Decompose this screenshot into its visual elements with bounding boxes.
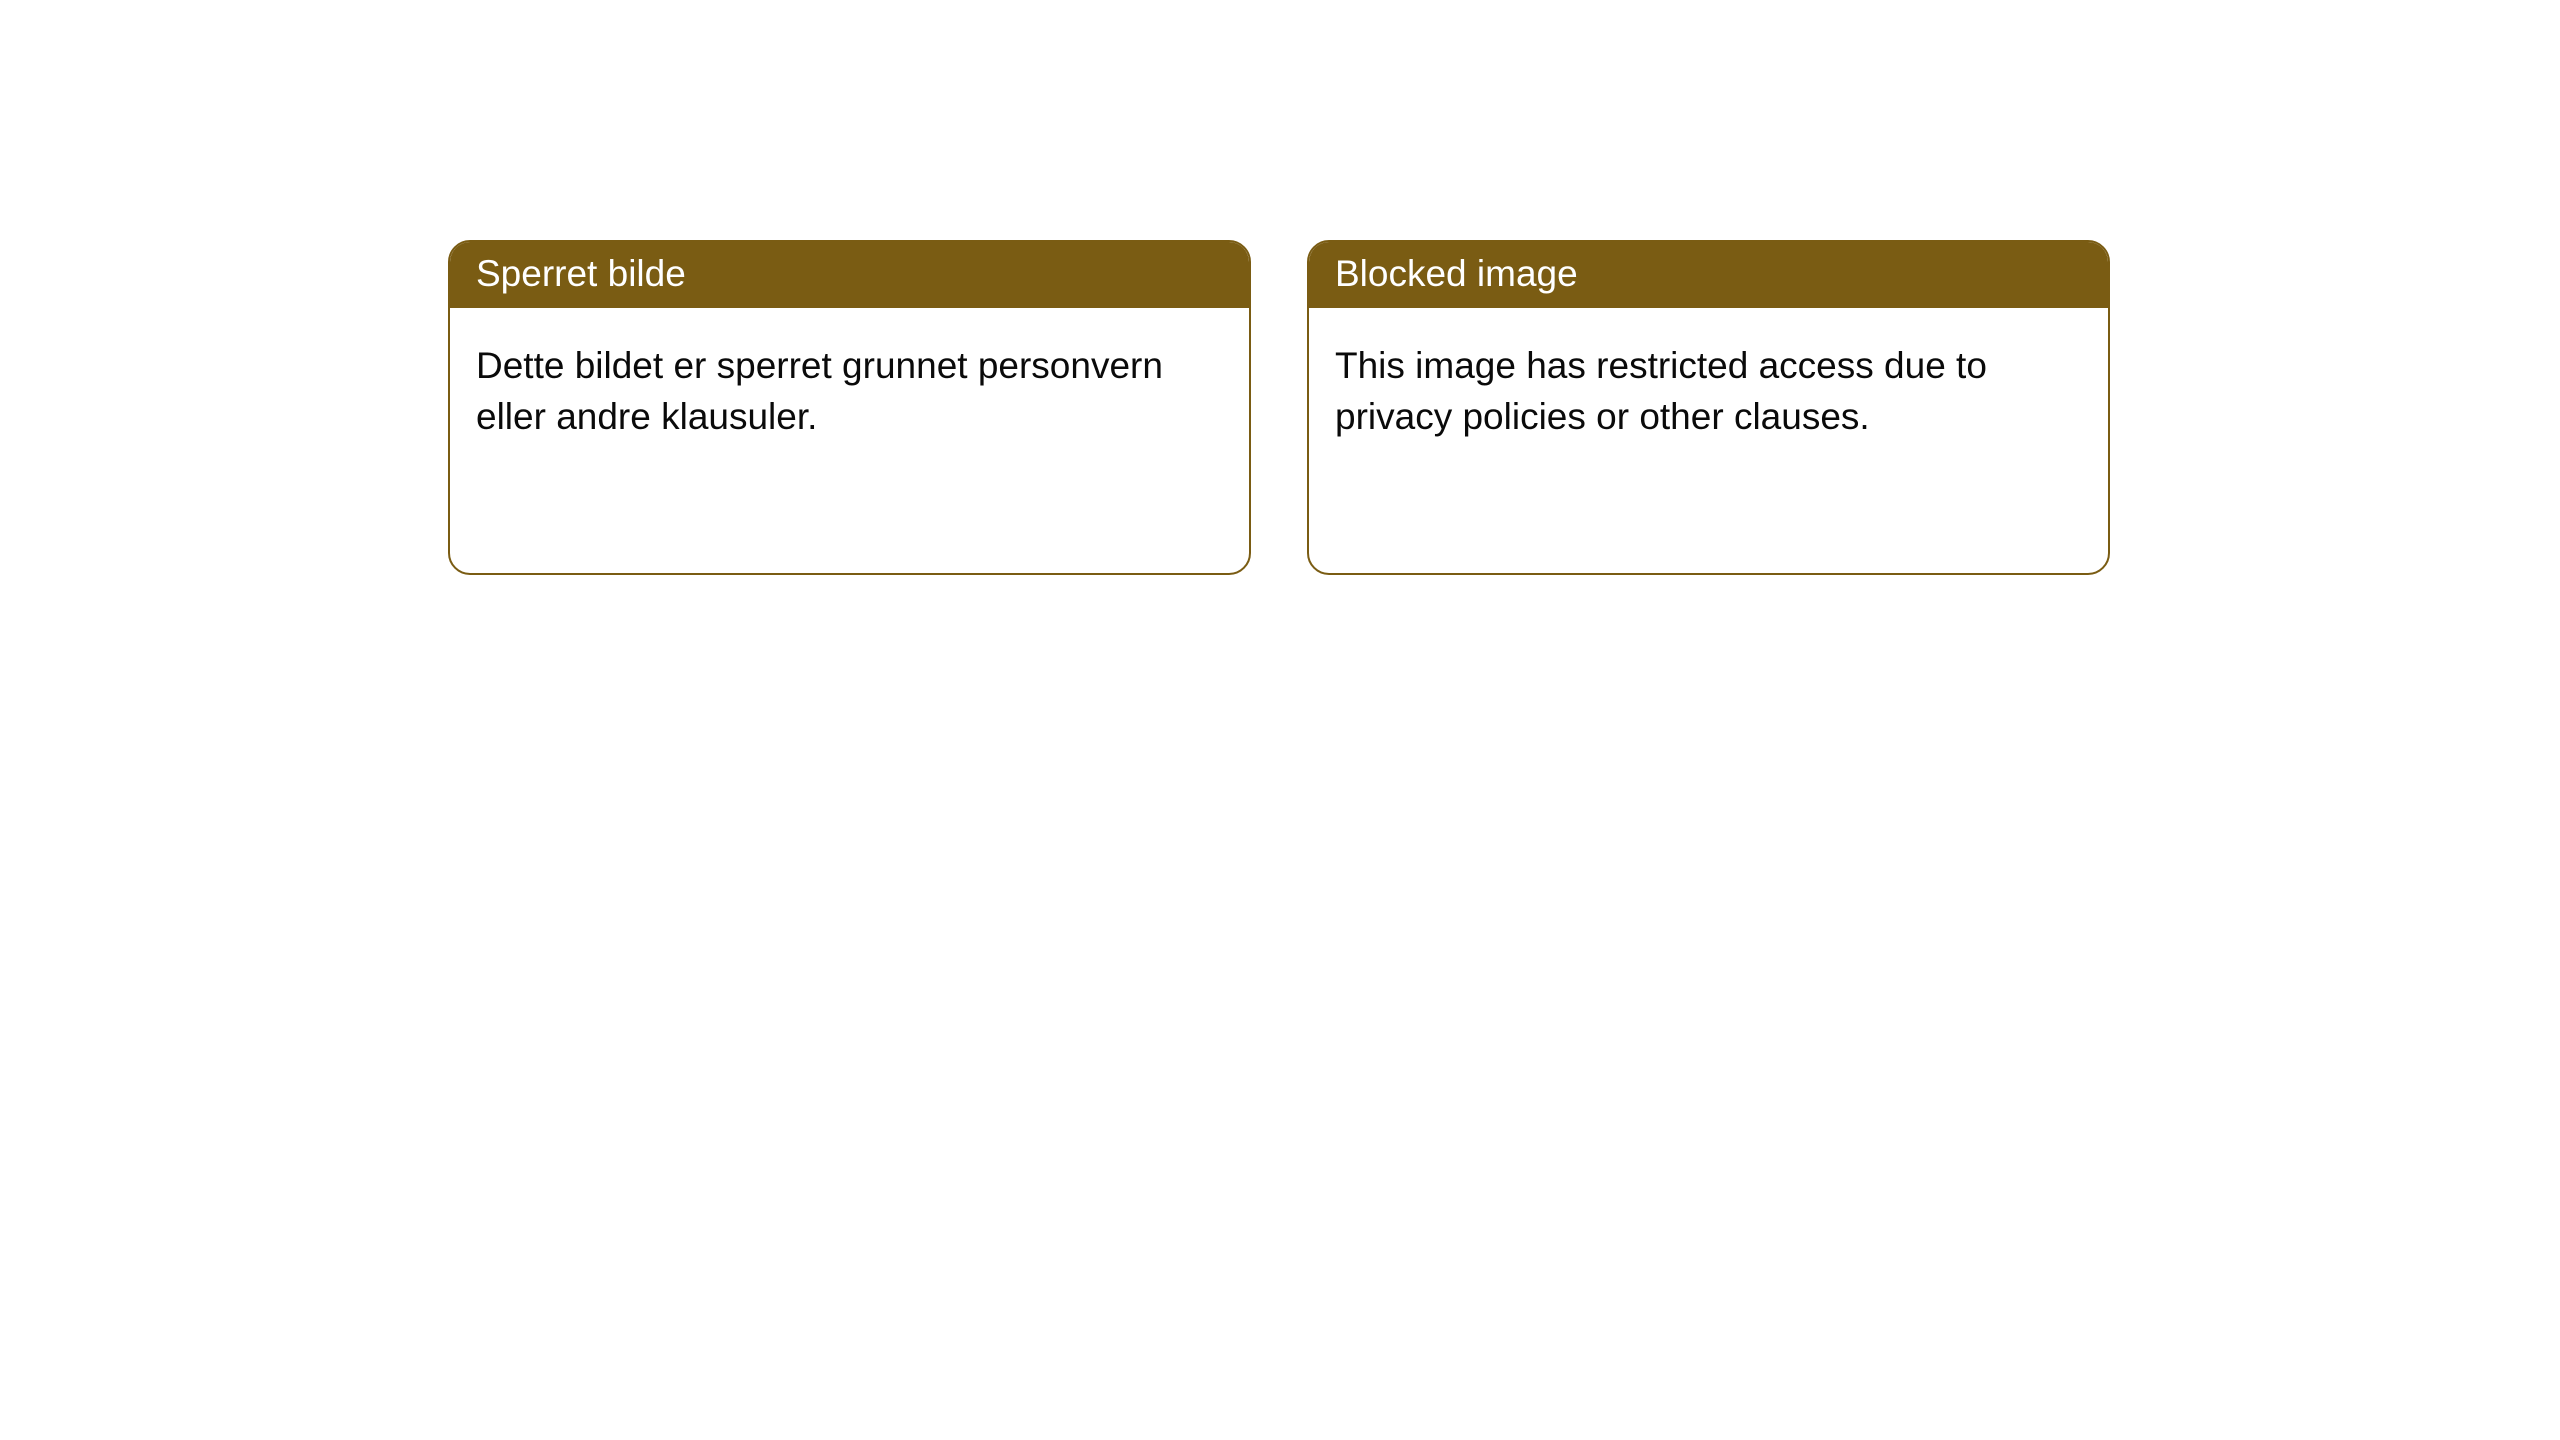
card-header: Sperret bilde: [450, 242, 1249, 308]
card-body: This image has restricted access due to …: [1309, 308, 2108, 474]
card-body-text: This image has restricted access due to …: [1335, 345, 1987, 437]
notice-container: Sperret bilde Dette bildet er sperret gr…: [0, 0, 2560, 575]
card-body-text: Dette bildet er sperret grunnet personve…: [476, 345, 1163, 437]
blocked-image-card-en: Blocked image This image has restricted …: [1307, 240, 2110, 575]
blocked-image-card-no: Sperret bilde Dette bildet er sperret gr…: [448, 240, 1251, 575]
card-header: Blocked image: [1309, 242, 2108, 308]
card-title: Sperret bilde: [476, 253, 686, 294]
card-body: Dette bildet er sperret grunnet personve…: [450, 308, 1249, 474]
card-title: Blocked image: [1335, 253, 1578, 294]
